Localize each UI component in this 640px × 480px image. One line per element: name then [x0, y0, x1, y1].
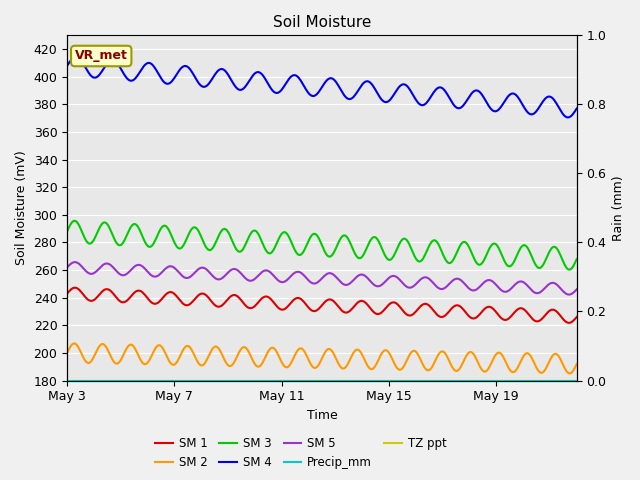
SM 3: [70, 218, 78, 224]
SM 4: [309, 93, 317, 99]
Y-axis label: Rain (mm): Rain (mm): [612, 175, 625, 241]
TZ ppt: [305, 378, 313, 384]
SM 3: [309, 231, 317, 237]
SM 2: [482, 369, 490, 374]
SM 1: [309, 308, 317, 314]
SM 3: [573, 256, 580, 262]
Precip_mm: [481, 378, 489, 384]
SM 5: [309, 280, 317, 286]
Line: SM 1: SM 1: [67, 288, 577, 323]
Precip_mm: [573, 378, 580, 384]
SM 5: [482, 278, 490, 284]
SM 3: [340, 232, 348, 238]
SM 2: [63, 350, 71, 356]
TZ ppt: [339, 378, 347, 384]
Line: SM 3: SM 3: [67, 221, 577, 270]
TZ ppt: [308, 378, 316, 384]
SM 4: [482, 98, 490, 104]
SM 1: [307, 306, 314, 312]
SM 4: [63, 63, 71, 69]
SM 1: [340, 309, 348, 315]
Y-axis label: Soil Moisture (mV): Soil Moisture (mV): [15, 151, 28, 265]
Precip_mm: [308, 378, 316, 384]
SM 5: [573, 287, 580, 292]
Precip_mm: [561, 378, 568, 384]
SM 5: [72, 259, 79, 265]
Title: Soil Moisture: Soil Moisture: [273, 15, 371, 30]
SM 5: [564, 292, 572, 298]
SM 1: [564, 320, 572, 326]
SM 2: [70, 340, 78, 346]
SM 3: [566, 267, 573, 273]
SM 5: [340, 282, 348, 288]
SM 3: [63, 228, 71, 234]
SM 2: [566, 371, 573, 376]
SM 2: [309, 364, 317, 370]
Text: VR_met: VR_met: [75, 49, 127, 62]
TZ ppt: [367, 378, 374, 384]
SM 5: [367, 279, 375, 285]
SM 5: [562, 290, 570, 296]
SM 1: [482, 305, 490, 311]
Legend: SM 1, SM 2, SM 3, SM 4, SM 5, Precip_mm, TZ ppt: SM 1, SM 2, SM 3, SM 4, SM 5, Precip_mm,…: [150, 433, 451, 474]
TZ ppt: [63, 378, 71, 384]
SM 2: [573, 361, 580, 367]
TZ ppt: [573, 378, 580, 384]
SM 1: [367, 307, 375, 312]
TZ ppt: [561, 378, 568, 384]
SM 3: [482, 253, 490, 259]
SM 4: [564, 115, 572, 120]
SM 4: [307, 92, 314, 98]
SM 1: [72, 285, 79, 290]
Line: SM 5: SM 5: [67, 262, 577, 295]
SM 2: [367, 366, 375, 372]
Precip_mm: [305, 378, 313, 384]
SM 2: [340, 366, 348, 372]
SM 5: [63, 264, 71, 270]
TZ ppt: [481, 378, 489, 384]
SM 1: [573, 314, 580, 320]
Line: SM 2: SM 2: [67, 343, 577, 373]
SM 4: [72, 54, 80, 60]
Line: SM 4: SM 4: [67, 57, 577, 118]
Precip_mm: [339, 378, 347, 384]
SM 4: [367, 81, 375, 87]
SM 1: [63, 291, 71, 297]
SM 4: [573, 106, 580, 111]
SM 2: [307, 360, 314, 366]
SM 3: [367, 236, 375, 242]
Precip_mm: [63, 378, 71, 384]
SM 5: [307, 279, 314, 285]
SM 4: [562, 114, 570, 120]
X-axis label: Time: Time: [307, 409, 337, 422]
SM 3: [307, 235, 314, 240]
Precip_mm: [367, 378, 374, 384]
SM 1: [562, 319, 570, 324]
SM 2: [562, 367, 570, 372]
SM 3: [562, 264, 570, 269]
SM 4: [340, 92, 348, 97]
